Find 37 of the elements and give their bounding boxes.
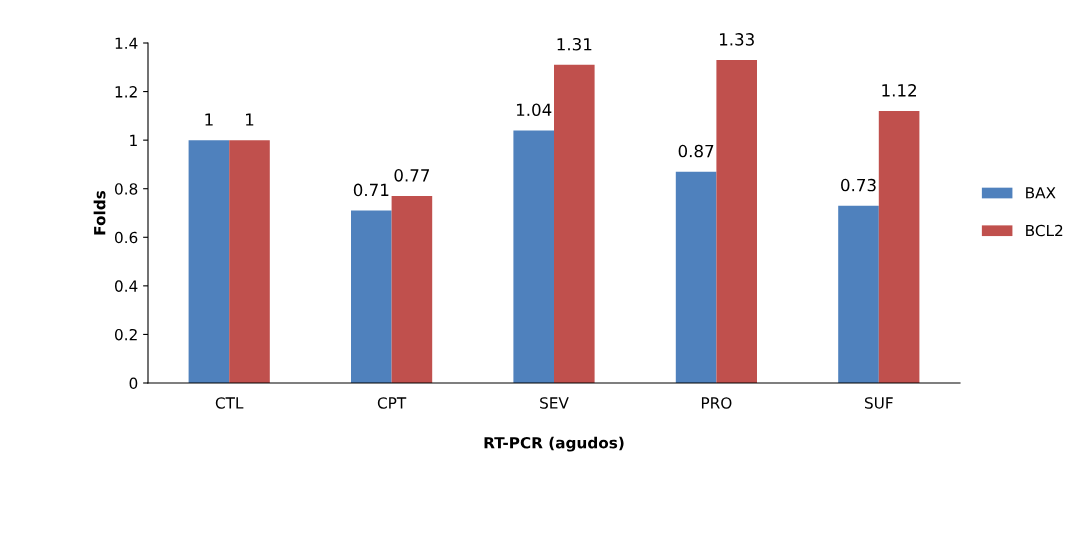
bar (878, 111, 920, 383)
data-label: 0.87 (678, 144, 714, 158)
data-label: 1.33 (719, 33, 754, 46)
bar (513, 130, 554, 383)
bar (675, 171, 717, 383)
x-axis-title: RT-PCR (agudos) (484, 436, 624, 452)
x-tick-label: SEV (540, 397, 569, 409)
bar (391, 196, 433, 383)
y-tick-label: 1.4 (115, 37, 138, 49)
y-tick-label: 1 (130, 134, 137, 146)
legend-label: BAX (1026, 187, 1056, 199)
y-tick-label: 1.2 (115, 86, 137, 98)
data-label: 0.71 (353, 183, 389, 197)
data-label: 0.77 (394, 169, 430, 182)
data-label: 1.04 (516, 103, 552, 117)
data-label: 1 (205, 113, 213, 126)
bar (554, 64, 595, 383)
y-tick-label: 0.6 (114, 231, 138, 244)
bar (838, 205, 879, 383)
x-tick-label: CTL (215, 397, 244, 409)
y-tick-label: 0.2 (114, 328, 137, 341)
y-tick-label: 0.4 (114, 280, 138, 292)
bar (351, 210, 392, 383)
y-tick-label: 0 (129, 377, 138, 390)
data-label: 1.12 (882, 84, 916, 97)
y-tick-label: 0.8 (114, 183, 138, 195)
data-label: 0.73 (841, 178, 876, 192)
bar (188, 140, 230, 383)
bar (716, 60, 757, 383)
x-tick-label: SUF (864, 397, 893, 409)
legend-label: BCL2 (1026, 224, 1063, 237)
data-label: 1 (246, 113, 254, 126)
bar (229, 140, 270, 383)
data-label: 1.31 (557, 37, 592, 51)
y-axis-title: Folds (93, 190, 106, 235)
x-tick-label: CPT (377, 397, 407, 409)
x-tick-label: PRO (701, 397, 732, 409)
